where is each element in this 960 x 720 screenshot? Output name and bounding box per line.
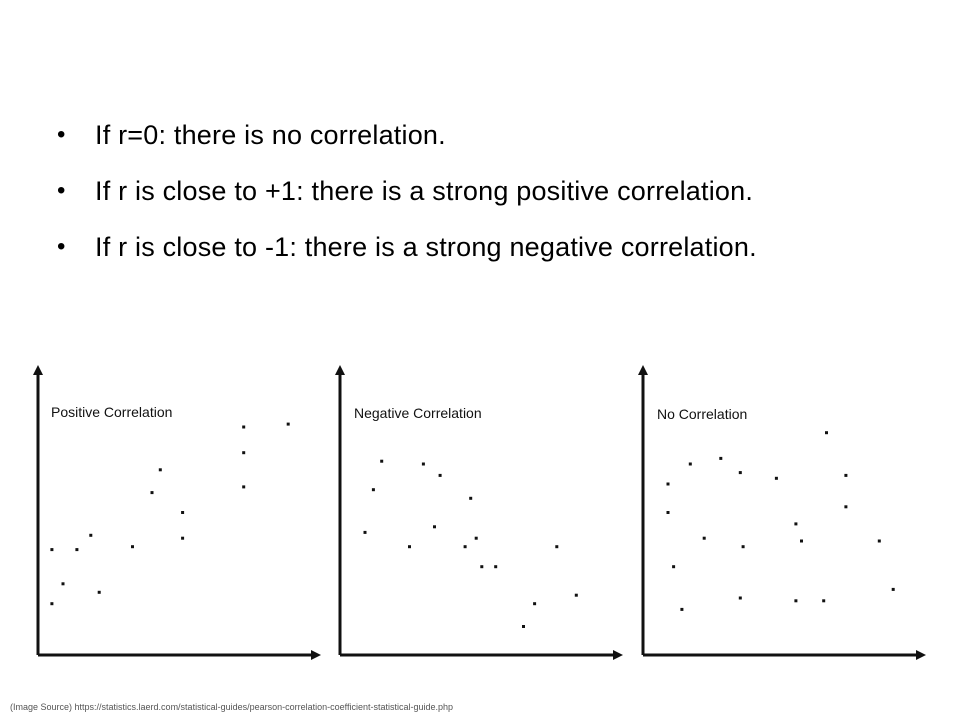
scatter-point — [702, 536, 706, 540]
scatter-point — [741, 545, 745, 549]
scatter-point — [433, 525, 436, 529]
scatter-point — [666, 511, 670, 514]
points-none — [666, 431, 895, 611]
bullet-marker: • — [57, 177, 66, 204]
scatter-point — [363, 530, 367, 534]
plot-title-none: No Correlation — [657, 406, 747, 422]
bullet-marker: • — [57, 233, 66, 260]
scatter-point — [242, 485, 246, 489]
scatter-point — [380, 459, 384, 463]
scatter-point — [719, 456, 723, 460]
scatter-point — [738, 471, 742, 475]
scatter-point — [666, 482, 670, 486]
scatter-point — [574, 593, 578, 597]
scatter-point — [480, 565, 484, 569]
scatter-point — [844, 505, 848, 509]
bullet-item-r-positive: • If r is close to +1: there is a strong… — [55, 168, 757, 224]
image-source-caption: (Image Source) https://statistics.laerd.… — [10, 702, 454, 712]
bullet-item-r-zero: • If r=0: there is no correlation. — [55, 112, 757, 168]
scatter-point — [438, 473, 442, 477]
plot-positive: Positive Correlation — [33, 365, 321, 660]
scatter-point — [774, 476, 778, 480]
bullet-list: • If r=0: there is no correlation. • If … — [55, 112, 757, 280]
scatter-point — [474, 536, 478, 540]
scatter-point — [150, 491, 154, 495]
bullet-marker: • — [57, 121, 66, 148]
bullet-item-r-negative: • If r is close to -1: there is a strong… — [55, 224, 757, 280]
scatter-point — [50, 548, 54, 552]
scatter-point — [469, 496, 473, 500]
scatter-point — [877, 539, 881, 543]
scatter-point — [50, 602, 54, 606]
scatter-point — [555, 545, 559, 549]
scatter-point — [242, 425, 246, 429]
plot-title-negative: Negative Correlation — [354, 405, 482, 421]
scatter-point — [794, 599, 798, 603]
correlation-plots: Positive Correlation Negative Correlatio… — [33, 365, 926, 660]
scatter-point — [825, 431, 828, 435]
scatter-point — [408, 545, 411, 549]
plot-title-positive: Positive Correlation — [51, 404, 172, 420]
scatter-point — [286, 422, 290, 426]
scatter-point — [61, 582, 65, 586]
scatter-point — [181, 536, 185, 540]
points-positive — [50, 422, 290, 606]
scatter-point — [242, 451, 246, 455]
scatter-point — [181, 511, 185, 514]
scatter-point — [680, 607, 684, 611]
scatter-point — [822, 599, 826, 603]
scatter-point — [463, 545, 467, 549]
bullet-text: If r=0: there is no correlation. — [95, 120, 446, 150]
scatter-point — [158, 468, 162, 472]
scatter-point — [421, 462, 425, 466]
scatter-point — [672, 565, 676, 569]
scatter-point — [738, 596, 742, 600]
scatter-point — [522, 625, 525, 628]
scatter-point — [533, 602, 537, 606]
scatter-point — [844, 473, 848, 477]
scatter-point — [75, 548, 79, 552]
scatter-point — [688, 462, 692, 466]
scatter-point — [131, 545, 134, 549]
plot-negative: Negative Correlation — [335, 365, 623, 660]
scatter-point — [494, 565, 498, 569]
scatter-point — [800, 539, 803, 543]
scatter-point — [794, 522, 798, 526]
bullet-text: If r is close to -1: there is a strong n… — [95, 232, 757, 262]
scatter-point — [891, 587, 895, 591]
scatter-point — [97, 590, 101, 594]
scatter-point — [89, 533, 93, 537]
points-negative — [363, 459, 578, 628]
plot-none: No Correlation — [638, 365, 926, 660]
scatter-point — [371, 488, 375, 492]
bullet-text: If r is close to +1: there is a strong p… — [95, 176, 754, 206]
